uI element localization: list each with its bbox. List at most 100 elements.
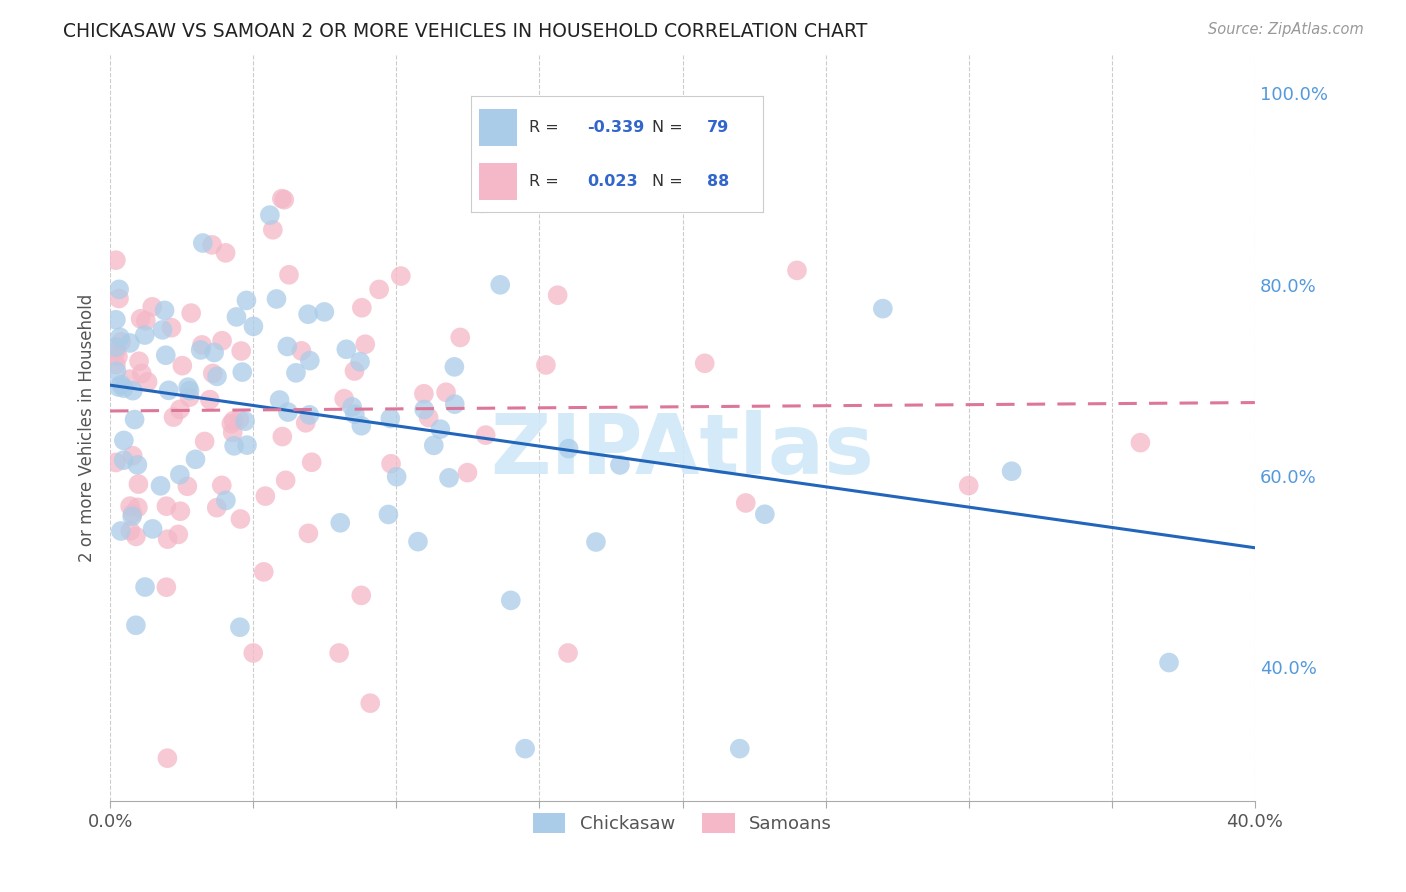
Point bbox=[297, 526, 319, 541]
Point bbox=[110, 524, 132, 538]
Point bbox=[333, 392, 356, 406]
Text: Source: ZipAtlas.com: Source: ZipAtlas.com bbox=[1208, 22, 1364, 37]
Point bbox=[191, 338, 214, 352]
Point bbox=[380, 457, 402, 471]
Point bbox=[190, 343, 212, 357]
Point bbox=[104, 455, 127, 469]
Point bbox=[120, 524, 142, 538]
Point bbox=[224, 439, 246, 453]
Point bbox=[121, 449, 143, 463]
Point bbox=[456, 466, 478, 480]
Point bbox=[127, 458, 149, 472]
Point bbox=[191, 235, 214, 250]
Point bbox=[121, 384, 143, 398]
Point bbox=[214, 245, 236, 260]
Point bbox=[233, 414, 256, 428]
Point bbox=[266, 292, 288, 306]
Point bbox=[155, 499, 177, 513]
Point bbox=[136, 375, 159, 389]
Point bbox=[1157, 656, 1180, 670]
Point bbox=[110, 334, 132, 349]
Point bbox=[108, 292, 131, 306]
Point bbox=[368, 282, 391, 296]
Point bbox=[124, 412, 146, 426]
Point bbox=[354, 337, 377, 351]
Point bbox=[169, 504, 191, 518]
Point bbox=[120, 499, 142, 513]
Point bbox=[329, 516, 352, 530]
Legend: Chickasaw, Samoans: Chickasaw, Samoans bbox=[526, 805, 839, 841]
Point bbox=[211, 334, 233, 348]
Point bbox=[134, 580, 156, 594]
Point bbox=[429, 422, 451, 436]
Point bbox=[471, 196, 494, 211]
Point bbox=[276, 339, 298, 353]
Point bbox=[108, 330, 131, 344]
Point bbox=[314, 305, 336, 319]
Point bbox=[112, 453, 135, 467]
Point bbox=[437, 471, 460, 485]
Point bbox=[274, 473, 297, 487]
Point bbox=[149, 479, 172, 493]
Point bbox=[142, 522, 165, 536]
Point bbox=[155, 348, 177, 362]
Point bbox=[176, 479, 198, 493]
Point bbox=[298, 408, 321, 422]
Point bbox=[278, 268, 301, 282]
Point bbox=[194, 434, 217, 449]
Point bbox=[557, 646, 579, 660]
Point bbox=[222, 414, 245, 428]
Point bbox=[134, 328, 156, 343]
Point bbox=[201, 367, 224, 381]
Point bbox=[350, 301, 373, 315]
Point bbox=[229, 620, 252, 634]
Point bbox=[872, 301, 894, 316]
Point bbox=[413, 402, 436, 417]
Point bbox=[162, 410, 184, 425]
Point bbox=[418, 410, 440, 425]
Point bbox=[231, 344, 253, 359]
Point bbox=[128, 354, 150, 368]
Point bbox=[155, 580, 177, 594]
Point bbox=[270, 192, 292, 206]
Point bbox=[229, 512, 252, 526]
Point bbox=[449, 330, 471, 344]
Point bbox=[412, 386, 434, 401]
Point bbox=[557, 442, 579, 456]
Point bbox=[434, 385, 457, 400]
Point bbox=[211, 478, 233, 492]
Point bbox=[135, 314, 157, 328]
Point bbox=[179, 390, 201, 404]
Point bbox=[107, 350, 129, 364]
Point bbox=[489, 277, 512, 292]
Point bbox=[228, 412, 250, 426]
Point bbox=[222, 425, 245, 440]
Point bbox=[107, 380, 129, 394]
Point bbox=[108, 282, 131, 296]
Point bbox=[359, 696, 381, 710]
Point bbox=[269, 392, 291, 407]
Point bbox=[179, 384, 201, 398]
Point bbox=[499, 593, 522, 607]
Point bbox=[423, 438, 446, 452]
Point bbox=[205, 500, 228, 515]
Point bbox=[957, 478, 980, 492]
Point bbox=[443, 359, 465, 374]
Point bbox=[105, 364, 128, 378]
Point bbox=[1001, 464, 1024, 478]
Point bbox=[225, 310, 247, 324]
Point bbox=[259, 208, 281, 222]
Point bbox=[350, 588, 373, 602]
Point bbox=[693, 356, 716, 370]
Point bbox=[754, 508, 776, 522]
Point bbox=[157, 384, 180, 398]
Point bbox=[385, 469, 408, 483]
Point bbox=[169, 467, 191, 482]
Text: ZIPAtlas: ZIPAtlas bbox=[491, 410, 875, 491]
Point bbox=[474, 428, 496, 442]
Point bbox=[343, 407, 366, 421]
Point bbox=[131, 367, 153, 381]
Point bbox=[118, 335, 141, 350]
Point bbox=[513, 741, 536, 756]
Point bbox=[202, 345, 225, 359]
